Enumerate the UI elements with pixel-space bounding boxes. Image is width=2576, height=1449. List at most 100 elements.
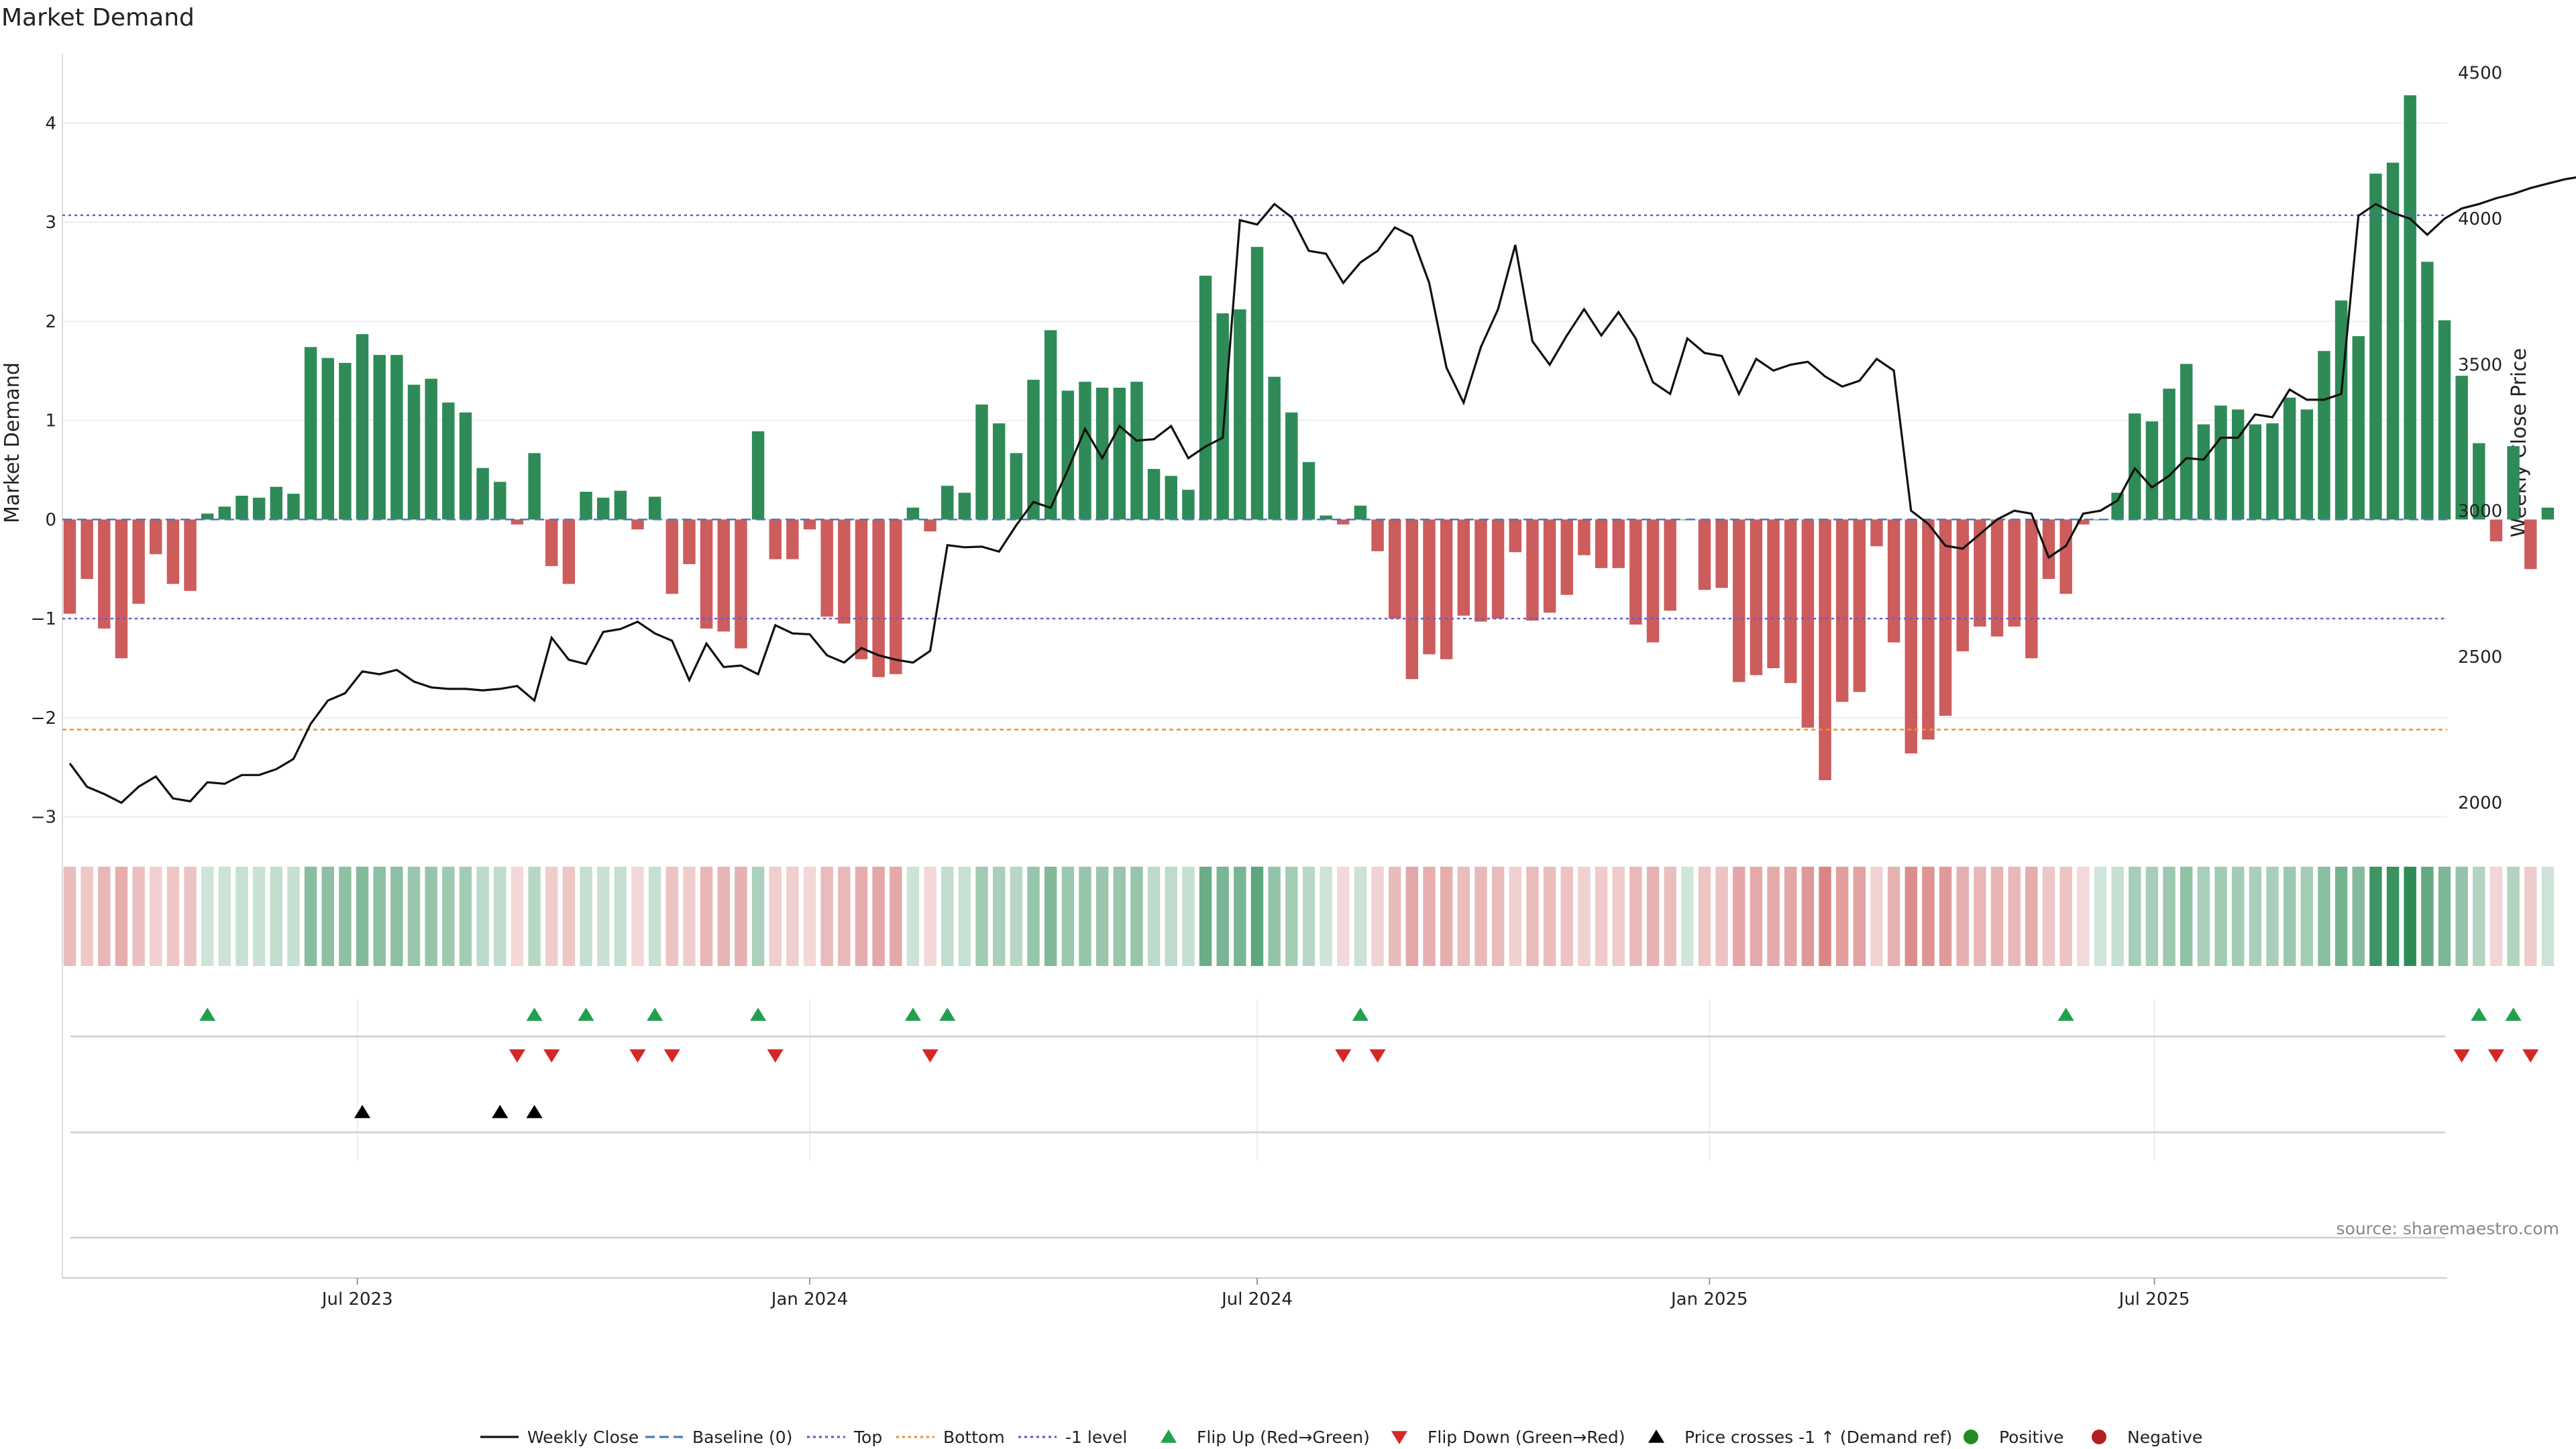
heat-cell — [2059, 867, 2072, 966]
heat-cell — [1853, 867, 1866, 966]
demand-bar — [648, 496, 661, 520]
demand-bar — [2541, 507, 2555, 520]
legend-label: -1 level — [1065, 1428, 1127, 1447]
heat-cell — [80, 867, 93, 966]
legend-item: Bottom — [896, 1428, 1005, 1447]
legend-swatch-6 — [1391, 1431, 1408, 1444]
legend-label: Flip Up (Red→Green) — [1197, 1428, 1370, 1447]
heat-cell — [2386, 867, 2400, 966]
flip-up-marker — [904, 1008, 922, 1021]
heat-cell — [1939, 867, 1952, 966]
demand-bar — [1199, 275, 1212, 520]
legend-item: Price crosses -1 ↑ (Demand ref) — [1648, 1428, 1952, 1447]
heat-cell — [975, 867, 988, 966]
demand-bar — [1337, 519, 1350, 525]
legend-label: Top — [853, 1428, 882, 1447]
heat-cell — [252, 867, 266, 966]
heat-cell — [890, 867, 902, 966]
demand-bar — [2473, 443, 2485, 520]
demand-bar — [339, 362, 352, 520]
demand-bar — [304, 347, 317, 520]
heat-cell — [1199, 867, 1212, 966]
x-tick-label: Jul 2023 — [321, 1289, 393, 1309]
heat-cell — [924, 867, 936, 966]
heat-cell — [166, 867, 180, 966]
heat-cell — [1835, 867, 1849, 966]
left-y-tick-label: −2 — [31, 708, 56, 729]
heat-cell — [1320, 867, 1332, 966]
heat-cell — [1095, 867, 1109, 966]
heat-cell — [769, 867, 782, 966]
demand-bar — [1750, 519, 1763, 676]
demand-bar — [1405, 519, 1419, 680]
heat-cell — [1887, 867, 1900, 966]
heat-cell — [803, 867, 816, 966]
heat-cell — [2369, 867, 2382, 966]
legend-swatch-5 — [1160, 1430, 1177, 1443]
heat-cell — [2300, 867, 2314, 966]
demand-bar — [1440, 519, 1453, 659]
demand-bar — [1664, 519, 1676, 611]
demand-bar — [1922, 519, 1935, 740]
legend-item: Top — [807, 1428, 882, 1447]
demand-bar — [1526, 519, 1539, 621]
demand-bar — [992, 423, 1006, 520]
heat-cell — [1285, 867, 1298, 966]
demand-bar — [596, 497, 610, 520]
demand-bar — [975, 405, 988, 520]
demand-bar — [1887, 519, 1900, 643]
demand-bar — [2438, 320, 2451, 520]
heat-cell — [2249, 867, 2262, 966]
demand-bar — [2318, 351, 2330, 520]
left-y-tick-label: 0 — [45, 510, 56, 530]
legend-item: Flip Down (Green→Red) — [1391, 1428, 1625, 1447]
demand-bar — [1354, 505, 1367, 520]
demand-bar — [872, 519, 885, 678]
heat-cell — [321, 867, 335, 966]
heat-cell — [2421, 867, 2434, 966]
demand-bar — [2059, 519, 2072, 594]
demand-bar — [425, 378, 437, 520]
heat-cell — [132, 867, 145, 966]
heat-cell — [2334, 867, 2348, 966]
demand-bar — [2455, 376, 2468, 520]
heat-cell — [1302, 867, 1316, 966]
heat-cell — [1216, 867, 1229, 966]
heat-cell — [838, 867, 851, 966]
demand-bar — [2489, 519, 2503, 541]
legend-label: Positive — [1999, 1428, 2063, 1447]
demand-bar — [1302, 462, 1316, 520]
lower-panels — [70, 1035, 2445, 1239]
heat-cell — [476, 867, 489, 966]
demand-bar — [407, 384, 421, 520]
demand-bar — [356, 334, 369, 520]
heat-cell — [1165, 867, 1177, 966]
demand-bar — [459, 412, 472, 520]
heat-cell — [735, 867, 747, 966]
heat-cell — [1474, 867, 1487, 966]
demand-bar — [1733, 519, 1746, 682]
demand-bar — [2111, 492, 2124, 520]
heat-cell — [2077, 867, 2090, 966]
source-credit: source: sharemaestro.com — [2337, 1219, 2560, 1238]
heat-cell — [906, 867, 920, 966]
left-y-tick-label: 4 — [45, 113, 56, 133]
heat-cell — [528, 867, 541, 966]
demand-bar — [2180, 364, 2193, 520]
flip-up-marker — [1352, 1008, 1369, 1021]
heat-cell — [751, 867, 765, 966]
heat-cell — [1784, 867, 1797, 966]
flip-up-marker — [2057, 1008, 2074, 1021]
demand-bar — [751, 431, 765, 520]
heat-cell — [390, 867, 403, 966]
demand-bar — [2214, 405, 2227, 520]
heat-cell — [1681, 867, 1694, 966]
heat-cell — [1526, 867, 1539, 966]
heat-cell — [1371, 867, 1384, 966]
heat-cell — [304, 867, 317, 966]
demand-bar — [218, 506, 231, 520]
x-tick-label: Jul 2024 — [1220, 1289, 1293, 1309]
demand-bar — [166, 519, 180, 584]
flip-up-marker — [2505, 1008, 2522, 1021]
demand-bar — [1939, 519, 1952, 716]
